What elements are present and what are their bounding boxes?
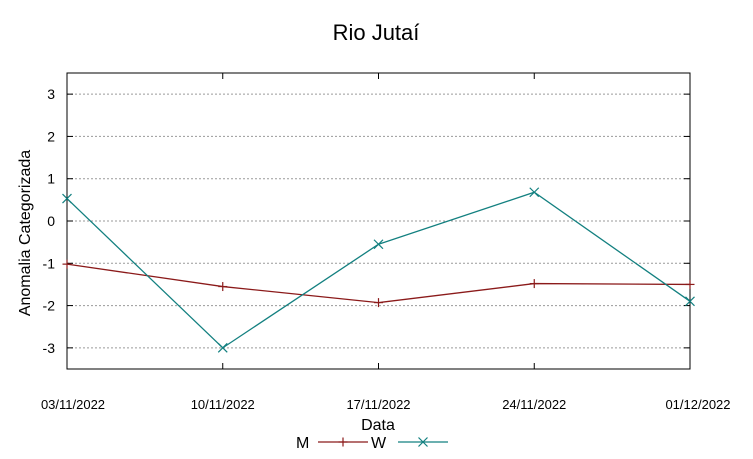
- legend-label-W: W: [371, 435, 387, 452]
- data-point-M: [62, 259, 72, 269]
- chart-title: Rio Jutaí: [333, 20, 420, 45]
- data-point-W: [373, 239, 384, 250]
- y-axis-label: Anomalia Categorizada: [17, 150, 34, 316]
- legend-marker-W: [418, 437, 428, 447]
- series-line-W: [66, 191, 691, 349]
- x-tick-label: 10/11/2022: [191, 397, 255, 412]
- data-point-M: [218, 282, 228, 292]
- x-tick-label: 17/11/2022: [346, 397, 410, 412]
- y-tick-label: -2: [43, 298, 56, 314]
- y-axis-ticks: -3 -2 -1 0 1 2 3: [43, 86, 690, 356]
- y-tick-label: -3: [43, 340, 56, 356]
- legend-marker-M: [338, 437, 348, 447]
- x-axis-label: Data: [361, 417, 395, 434]
- x-tick-label: 24/11/2022: [502, 397, 566, 412]
- y-tick-label: 0: [47, 213, 55, 229]
- grid-lines: [67, 93, 690, 349]
- data-point-W: [62, 193, 72, 204]
- x-tick-label: 01/12/2022: [665, 397, 730, 412]
- data-point-W: [217, 342, 228, 353]
- series-layer: [62, 187, 695, 353]
- x-tick-label: 03/11/2022: [41, 397, 105, 412]
- y-tick-label: 3: [47, 86, 55, 102]
- data-point-M: [374, 298, 383, 308]
- data-point-W: [685, 296, 695, 307]
- y-tick-label: 2: [47, 128, 55, 144]
- y-tick-label: 1: [47, 171, 55, 187]
- data-point-W: [529, 187, 540, 198]
- x-axis-ticks: 03/11/2022 10/11/2022 17/11/2022 24/11/2022…: [41, 73, 731, 412]
- data-point-M: [685, 279, 695, 289]
- series-line-M: [66, 263, 691, 304]
- legend-label-M: M: [296, 435, 309, 452]
- data-point-M: [529, 279, 539, 289]
- y-tick-label: -1: [43, 255, 56, 271]
